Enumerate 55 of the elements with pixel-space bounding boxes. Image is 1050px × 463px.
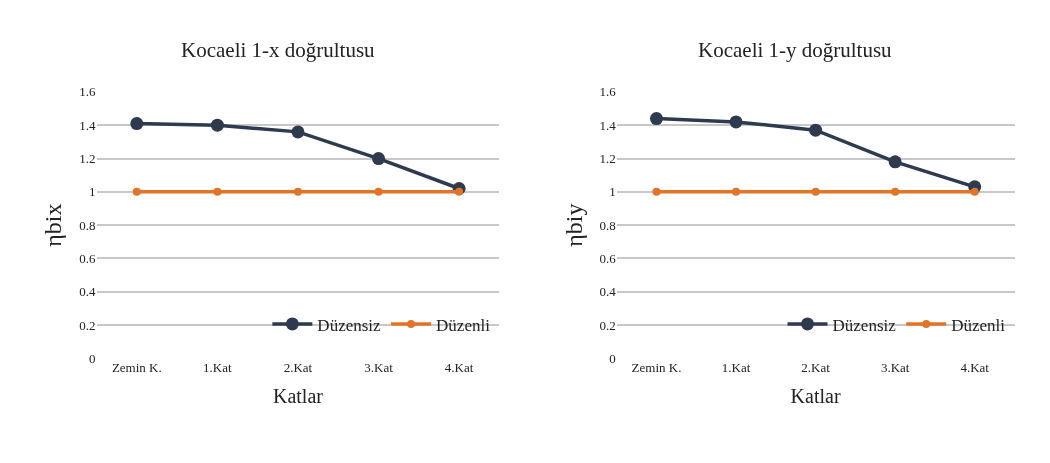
point [732, 187, 741, 196]
y-tick-label: 1 [89, 184, 96, 200]
point [130, 117, 144, 131]
point [291, 125, 305, 139]
y-tick-label: 1.6 [79, 84, 96, 100]
y-tick-label: 0 [89, 350, 96, 366]
y-tick-label: 0 [609, 350, 616, 366]
x-tick-label: 2.Kat [801, 360, 831, 376]
legend-label: Düzensiz [317, 315, 382, 335]
point [374, 187, 383, 196]
point [891, 187, 900, 196]
point [210, 118, 224, 132]
x-tick-label: 3.Kat [880, 360, 910, 376]
x-tick-label: Zemin K. [631, 360, 682, 376]
x-axis-title: Katlar [790, 384, 841, 407]
y-tick-label: 1.2 [79, 151, 96, 167]
point [888, 155, 902, 169]
point [729, 115, 743, 129]
y-tick-label: 0.8 [599, 217, 616, 233]
y-tick-label: 0.2 [599, 317, 616, 333]
x-tick-label: Zemin K. [111, 360, 162, 376]
y-axis-title: ηbiy [560, 203, 587, 247]
point [970, 187, 979, 196]
y-axis-title: ηbix [40, 203, 67, 247]
x-tick-label: 1.Kat [203, 360, 233, 376]
point [649, 112, 663, 126]
y-tick-label: 0.6 [599, 251, 617, 267]
x-tick-label: 4.Kat [444, 360, 474, 376]
y-tick-label: 1.4 [79, 117, 96, 133]
y-tick-label: 0.4 [599, 284, 617, 300]
legend-label: Düzensiz [832, 315, 897, 335]
y-tick-label: 1 [609, 184, 616, 200]
point [809, 123, 823, 137]
y-tick-label: 1.4 [599, 117, 617, 133]
y-tick-label: 0.8 [79, 217, 96, 233]
y-tick-label: 0.2 [79, 317, 96, 333]
x-tick-label: 4.Kat [960, 360, 990, 376]
point [132, 187, 141, 196]
chart-title: Kocaeli 1-y doğrultusu [698, 38, 893, 62]
y-tick-label: 1.2 [599, 151, 616, 167]
y-tick-label: 0.6 [79, 251, 96, 267]
y-tick-label: 1.6 [599, 84, 617, 100]
point [213, 187, 222, 196]
x-tick-label: 2.Kat [283, 360, 313, 376]
x-tick-label: 3.Kat [364, 360, 394, 376]
point [372, 152, 386, 166]
legend-label: Düzenli [951, 315, 1006, 335]
point [293, 187, 302, 196]
x-axis-title: Katlar [272, 384, 324, 407]
chart-title: Kocaeli 1-x doğrultusu [181, 38, 376, 62]
legend-label: Düzenli [436, 315, 491, 335]
y-tick-label: 0.4 [79, 284, 96, 300]
x-tick-label: 1.Kat [721, 360, 751, 376]
point [652, 187, 661, 196]
point [811, 187, 820, 196]
